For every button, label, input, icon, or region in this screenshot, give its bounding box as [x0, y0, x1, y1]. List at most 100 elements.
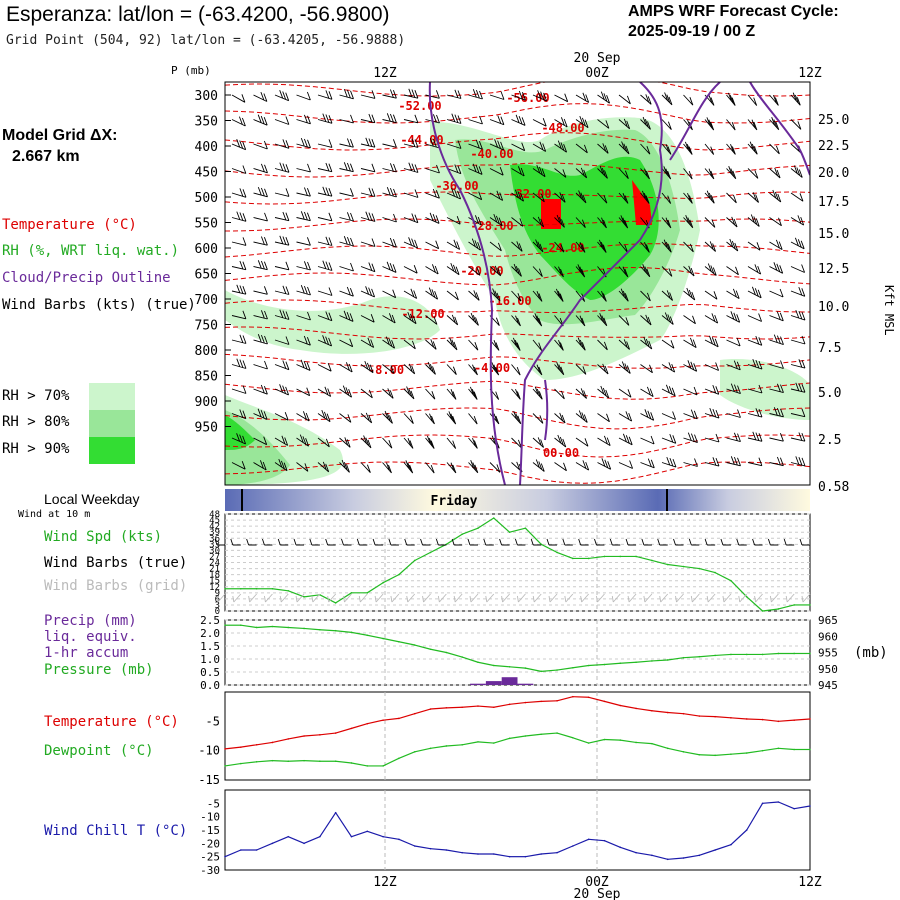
- temperature-line-segment: [319, 732, 336, 736]
- grid-wind-barb: [327, 593, 337, 603]
- dewpoint-line-segment: [715, 753, 731, 756]
- grid-wind-barb: [248, 593, 257, 603]
- pressure-line-point: [287, 626, 290, 629]
- wind-barb: [296, 411, 310, 422]
- wind-speed-line-point: [398, 573, 400, 576]
- surface-wind-barb: [641, 538, 652, 546]
- grid-wind-barb: [374, 593, 384, 603]
- surface-wind-barb: [767, 538, 779, 546]
- wind-barb: [726, 360, 741, 371]
- wind-barb: [446, 216, 461, 225]
- wind-barb: [769, 217, 782, 227]
- wind-barb: [317, 186, 333, 197]
- grid-wind-barb: [627, 593, 637, 603]
- wind-chill-line-point: [572, 845, 574, 847]
- wind-barb: [468, 215, 482, 226]
- wind-barb: [296, 163, 311, 173]
- wind-barb: [403, 288, 418, 299]
- pressure-line-segment: [493, 664, 510, 668]
- temperature-line-segment: [715, 716, 731, 719]
- top-time-tick-label: 00Z: [585, 66, 609, 81]
- wind-barb: [511, 241, 523, 252]
- wind-barb: [403, 138, 419, 148]
- pressure-tick-label: 700: [195, 293, 218, 308]
- temperature-line-segment: [462, 705, 479, 708]
- wind-barb: [575, 460, 590, 471]
- pressure-line-segment: [240, 624, 257, 629]
- wind-speed-line-segment: [430, 543, 447, 553]
- wind-barb: [382, 336, 396, 349]
- wind-chill-tick-label: -15: [200, 824, 220, 837]
- wind-chill-line-point: [492, 853, 495, 855]
- wind-barb: [554, 462, 567, 472]
- wind-chill-line-point: [240, 849, 242, 851]
- wind-barb: [425, 413, 435, 425]
- wind-chill-panel-frame: [224, 789, 811, 871]
- wind-barb: [382, 388, 394, 399]
- wind-speed-line-segment: [635, 555, 653, 562]
- wind-barb: [683, 458, 698, 467]
- wind-barb: [661, 166, 672, 180]
- wind-barb: [425, 164, 440, 174]
- temperature-line-segment: [288, 735, 305, 740]
- wind-barb: [403, 265, 418, 274]
- wind-barb: [317, 287, 333, 296]
- surface-wind-barb: [356, 538, 368, 546]
- bottom-date-label: 20 Sep: [574, 887, 621, 900]
- wind-barb: [747, 431, 763, 442]
- wind-barb: [425, 388, 436, 400]
- wind-speed-tick-label: 15: [209, 577, 220, 587]
- cross-section-axes: P (mb) 300 350 400 450 500 550 600 650 700 750 800 8…: [171, 51, 896, 495]
- wind-chill-tick-label: -30: [200, 864, 220, 877]
- pressure-line-point: [540, 670, 543, 673]
- temperature-line-point: [461, 706, 463, 709]
- legend-cloud-outline: Cloud/Precip Outline: [2, 270, 171, 286]
- pressure-line-point: [619, 662, 622, 665]
- wind-barb: [317, 236, 333, 246]
- wind-barb: [575, 410, 588, 423]
- pressure-tick-label: 800: [195, 344, 218, 359]
- temperature-line-segment: [556, 696, 573, 702]
- forecast-cycle-value: 2025-09-19 / 00 Z: [628, 23, 756, 40]
- wind-barb: [468, 312, 479, 326]
- wind-barb: [769, 143, 780, 155]
- wind-barb: [661, 92, 673, 106]
- wind-barb: [532, 118, 547, 127]
- wind-barb: [382, 213, 397, 223]
- temperature-line-point: [413, 712, 416, 715]
- wind-barb: [403, 311, 417, 325]
- wind-chill-line-point: [224, 855, 226, 858]
- wind-barb: [468, 413, 478, 425]
- temperature-line-segment: [667, 711, 684, 715]
- wind-barb: [704, 217, 716, 228]
- wind-barb: [360, 238, 376, 247]
- wind-barb: [704, 362, 720, 371]
- wind-barb: [253, 334, 268, 345]
- pressure-line-segment: [604, 662, 621, 666]
- wind-barb: [468, 460, 479, 474]
- wind-barb: [511, 166, 525, 177]
- wind-barb: [726, 311, 741, 323]
- wind-speed-line-segment: [683, 565, 700, 570]
- wind-barb: [747, 94, 758, 106]
- wind-barb: [618, 94, 631, 105]
- height-tick-label: 25.0: [818, 113, 849, 128]
- wind-barb: [640, 336, 653, 350]
- temperature-line-point: [809, 718, 811, 720]
- wind-barb: [554, 288, 564, 302]
- grid-wind-barb: [580, 593, 589, 603]
- wind-speed-tick-label: 39: [209, 528, 220, 538]
- wind-barb: [231, 433, 247, 445]
- dewpoint-line-point: [461, 744, 463, 746]
- dewpoint-line-point: [382, 765, 384, 767]
- wind-barb: [468, 89, 483, 100]
- dewpoint-line-point: [524, 735, 527, 737]
- grid-wind-barb: [279, 593, 289, 603]
- wind-barb: [640, 435, 655, 445]
- wind-barb: [704, 263, 717, 276]
- pressure-tick-label: 300: [195, 89, 218, 104]
- wind-barb: [554, 362, 565, 376]
- wind-barb: [813, 458, 827, 466]
- pressure-line-point: [477, 661, 479, 664]
- surface-wind-barb: [562, 538, 573, 546]
